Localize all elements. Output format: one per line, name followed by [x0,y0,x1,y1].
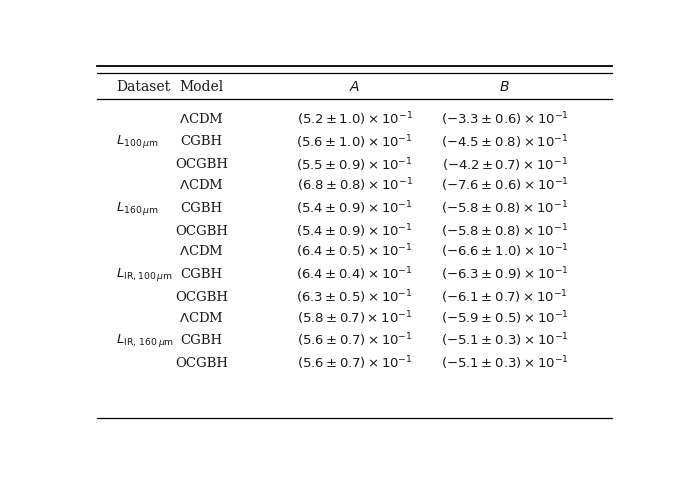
Text: $(5.6 \pm 0.7) \times 10^{-1}$: $(5.6 \pm 0.7) \times 10^{-1}$ [297,354,412,372]
Text: $L_{\mathrm{IR},\,160\,\mu\mathrm{m}}$: $L_{\mathrm{IR},\,160\,\mu\mathrm{m}}$ [116,332,174,348]
Text: $B$: $B$ [500,80,510,94]
Text: $(6.8 \pm 0.8) \times 10^{-1}$: $(6.8 \pm 0.8) \times 10^{-1}$ [297,176,412,193]
Text: $L_{\mathrm{IR},100\,\mu\mathrm{m}}$: $L_{\mathrm{IR},100\,\mu\mathrm{m}}$ [116,265,173,282]
Text: $\Lambda$CDM: $\Lambda$CDM [179,111,224,126]
Text: $(-5.8 \pm 0.8) \times 10^{-1}$: $(-5.8 \pm 0.8) \times 10^{-1}$ [441,199,568,216]
Text: OCGBH: OCGBH [175,290,228,303]
Text: $L_{100\,\mu\mathrm{m}}$: $L_{100\,\mu\mathrm{m}}$ [116,133,158,150]
Text: $(5.6 \pm 0.7) \times 10^{-1}$: $(5.6 \pm 0.7) \times 10^{-1}$ [297,331,412,349]
Text: $(-5.8 \pm 0.8) \times 10^{-1}$: $(-5.8 \pm 0.8) \times 10^{-1}$ [441,222,568,240]
Text: $\Lambda$CDM: $\Lambda$CDM [179,310,224,324]
Text: Model: Model [180,80,224,94]
Text: $(-7.6 \pm 0.6) \times 10^{-1}$: $(-7.6 \pm 0.6) \times 10^{-1}$ [441,176,569,193]
Text: CGBH: CGBH [181,135,223,148]
Text: $(-3.3 \pm 0.6) \times 10^{-1}$: $(-3.3 \pm 0.6) \times 10^{-1}$ [441,110,569,127]
Text: $L_{160\,\mu\mathrm{m}}$: $L_{160\,\mu\mathrm{m}}$ [116,199,158,216]
Text: $(6.4 \pm 0.4) \times 10^{-1}$: $(6.4 \pm 0.4) \times 10^{-1}$ [296,265,413,283]
Text: $(-6.3 \pm 0.9) \times 10^{-1}$: $(-6.3 \pm 0.9) \times 10^{-1}$ [441,265,569,283]
Text: $(-6.6 \pm 1.0) \times 10^{-1}$: $(-6.6 \pm 1.0) \times 10^{-1}$ [441,242,569,260]
Text: $(-4.2 \pm 0.7) \times 10^{-1}$: $(-4.2 \pm 0.7) \times 10^{-1}$ [441,156,568,173]
Text: $(5.6 \pm 1.0) \times 10^{-1}$: $(5.6 \pm 1.0) \times 10^{-1}$ [296,132,413,150]
Text: $(6.4 \pm 0.5) \times 10^{-1}$: $(6.4 \pm 0.5) \times 10^{-1}$ [296,242,413,260]
Text: $(5.4 \pm 0.9) \times 10^{-1}$: $(5.4 \pm 0.9) \times 10^{-1}$ [296,199,413,216]
Text: $(5.4 \pm 0.9) \times 10^{-1}$: $(5.4 \pm 0.9) \times 10^{-1}$ [296,222,413,240]
Text: $(6.3 \pm 0.5) \times 10^{-1}$: $(6.3 \pm 0.5) \times 10^{-1}$ [296,288,413,305]
Text: OCGBH: OCGBH [175,357,228,370]
Text: $A$: $A$ [349,80,361,94]
Text: $(-6.1 \pm 0.7) \times 10^{-1}$: $(-6.1 \pm 0.7) \times 10^{-1}$ [441,288,568,305]
Text: OCGBH: OCGBH [175,158,228,171]
Text: OCGBH: OCGBH [175,224,228,237]
Text: $(5.5 \pm 0.9) \times 10^{-1}$: $(5.5 \pm 0.9) \times 10^{-1}$ [296,156,413,173]
Text: $(5.8 \pm 0.7) \times 10^{-1}$: $(5.8 \pm 0.7) \times 10^{-1}$ [297,308,412,326]
Text: Dataset: Dataset [116,80,170,94]
Text: $(5.2 \pm 1.0) \times 10^{-1}$: $(5.2 \pm 1.0) \times 10^{-1}$ [297,110,412,127]
Text: $(-5.1 \pm 0.3) \times 10^{-1}$: $(-5.1 \pm 0.3) \times 10^{-1}$ [441,331,569,349]
Text: $(-5.9 \pm 0.5) \times 10^{-1}$: $(-5.9 \pm 0.5) \times 10^{-1}$ [441,308,569,326]
Text: CGBH: CGBH [181,267,223,280]
Text: $(-4.5 \pm 0.8) \times 10^{-1}$: $(-4.5 \pm 0.8) \times 10^{-1}$ [441,132,569,150]
Text: CGBH: CGBH [181,201,223,214]
Text: $\Lambda$CDM: $\Lambda$CDM [179,244,224,258]
Text: $(-5.1 \pm 0.3) \times 10^{-1}$: $(-5.1 \pm 0.3) \times 10^{-1}$ [441,354,569,372]
Text: $\Lambda$CDM: $\Lambda$CDM [179,178,224,192]
Text: CGBH: CGBH [181,334,223,347]
